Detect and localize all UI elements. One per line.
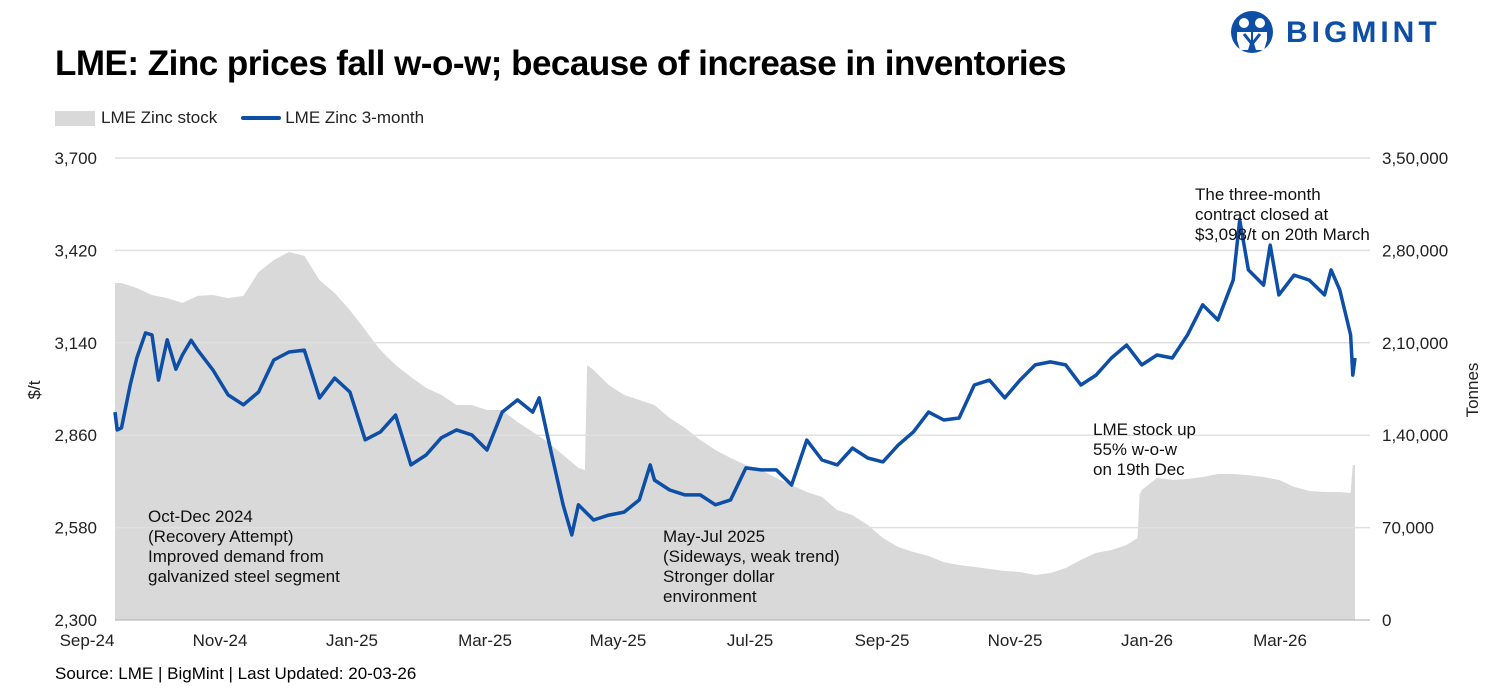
annotation-line: galvanized steel segment: [148, 567, 340, 586]
x-tick-label: Nov-25: [988, 631, 1043, 650]
annotation-line: May-Jul 2025: [663, 527, 765, 546]
y-tick-label: 2,300: [54, 611, 97, 630]
x-tick-label: Jan-25: [326, 631, 378, 650]
y2-tick-label: 2,80,000: [1382, 241, 1448, 260]
annotation-line: on 19th Dec: [1093, 460, 1185, 479]
legend-swatch-stock: [55, 110, 95, 126]
x-tick-label: Jul-25: [727, 631, 773, 650]
price-line: [113, 218, 1357, 537]
annotation-line: environment: [663, 587, 757, 606]
annotation-line: contract closed at: [1195, 205, 1329, 224]
y-tick-label: 3,420: [54, 241, 97, 260]
chart-title: LME: Zinc prices fall w-o-w; because of …: [55, 44, 1066, 83]
x-tick-label: Sep-25: [855, 631, 910, 650]
y2-axis-label: Tonnes: [1463, 363, 1482, 418]
x-tick-label: Sep-24: [60, 631, 115, 650]
annotation-line: (Recovery Attempt): [148, 527, 294, 546]
bigmint-logo: BIGMINT: [1228, 10, 1468, 54]
logo-text: BIGMINT: [1286, 16, 1441, 49]
y-tick-label: 3,140: [54, 334, 97, 353]
legend-item-stock: LME Zinc stock: [55, 108, 217, 128]
x-tick-label: Mar-25: [458, 631, 512, 650]
legend-label-price: LME Zinc 3-month: [285, 108, 425, 127]
x-tick-label: Jan-26: [1121, 631, 1173, 650]
annotation-line: Oct-Dec 2024: [148, 507, 253, 526]
annotation-line: Stronger dollar: [663, 567, 775, 586]
legend-swatch-price: [241, 116, 282, 120]
y2-tick-label: 0: [1382, 611, 1391, 630]
y-tick-label: 3,700: [54, 149, 97, 168]
source-note: Source: LME | BigMint | Last Updated: 20…: [55, 664, 417, 683]
annotation-line: LME stock up: [1093, 420, 1196, 439]
bigmint-logo-icon: [1231, 11, 1273, 53]
y2-tick-label: 1,40,000: [1382, 426, 1448, 445]
y2-tick-label: 3,50,000: [1382, 149, 1448, 168]
y2-tick-label: 70,000: [1382, 519, 1434, 538]
annotation-line: (Sideways, weak trend): [663, 547, 840, 566]
annotation-line: The three-month: [1195, 185, 1321, 204]
x-tick-label: May-25: [590, 631, 647, 650]
y-tick-label: 2,580: [54, 519, 97, 538]
legend-label-stock: LME Zinc stock: [101, 108, 218, 127]
annotation-line: $3,098/t on 20th March: [1195, 225, 1370, 244]
y-tick-label: 2,860: [54, 426, 97, 445]
legend-item-price: LME Zinc 3-month: [241, 108, 424, 128]
legend: LME Zinc stock LME Zinc 3-month: [55, 108, 448, 128]
y-axis-label: $/t: [25, 380, 44, 399]
x-tick-label: Nov-24: [193, 631, 248, 650]
annotation-line: 55% w-o-w: [1093, 440, 1178, 459]
y2-tick-label: 2,10,000: [1382, 334, 1448, 353]
x-tick-label: Mar-26: [1253, 631, 1307, 650]
annotation-line: Improved demand from: [148, 547, 324, 566]
